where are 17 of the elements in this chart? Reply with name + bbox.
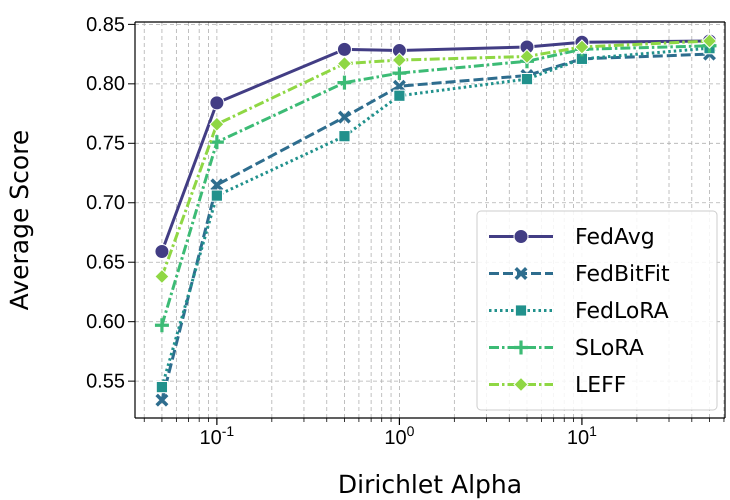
y-tick-label: 0.65 <box>86 252 125 274</box>
y-tick-label: 0.85 <box>86 14 125 36</box>
x-axis-title: Dirichlet Alpha <box>338 470 522 499</box>
y-tick-label: 0.55 <box>86 370 125 393</box>
legend-label: LEFF <box>575 373 626 398</box>
y-axis-title: Average Score <box>5 130 34 310</box>
legend-label: FedAvg <box>575 225 655 250</box>
y-tick-label: 0.75 <box>86 132 125 155</box>
y-tick-label: 0.60 <box>86 311 125 334</box>
x-tick-label: 10$^{0}$ <box>384 423 415 450</box>
y-tick-label: 0.70 <box>86 192 125 214</box>
y-tick-label: 0.80 <box>86 73 125 96</box>
legend-label: FedBitFit <box>575 262 670 288</box>
x-tick-label: 10$^{1}$ <box>566 423 598 450</box>
legend-label: FedLoRA <box>575 299 669 324</box>
legend-label: SLoRA <box>575 336 644 362</box>
x-tick-label: 10$^{-1}$ <box>200 423 234 450</box>
